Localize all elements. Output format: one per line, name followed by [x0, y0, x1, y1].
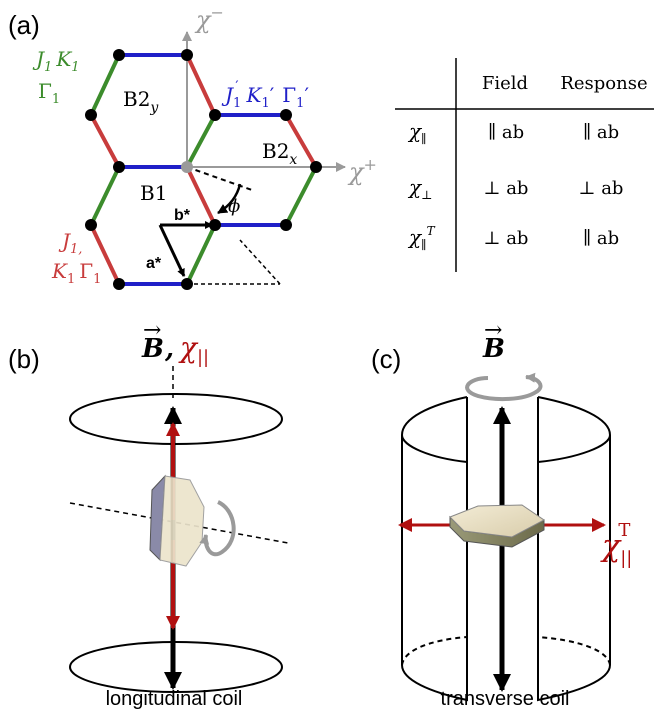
astar-label: a*	[146, 255, 162, 272]
chi-parallel-label: χ||	[178, 331, 209, 368]
green-bond	[89, 53, 121, 117]
panel-b-caption: longitudinal coil	[106, 688, 243, 710]
lattice-site	[209, 109, 221, 121]
lattice-site	[280, 219, 292, 231]
right-coil-rim-dashed	[537, 636, 611, 666]
panel-c-caption: transverse coil	[441, 688, 570, 710]
top-coil	[69, 393, 283, 445]
lattice-site	[209, 219, 221, 231]
right-coil-half	[537, 396, 611, 702]
field-arrow-glyph: →	[143, 318, 161, 343]
green-bond	[89, 165, 121, 227]
red-bond-label-2: K1 Γ1	[51, 259, 101, 287]
left-coil-rim	[401, 434, 468, 463]
panel-a-tag: (a)	[8, 10, 40, 40]
dashed-line	[186, 166, 253, 191]
lattice-site	[113, 161, 125, 173]
crystal-sample-vertical	[149, 474, 205, 567]
lattice-site	[113, 278, 125, 290]
lattice-sites	[85, 49, 322, 290]
green-bond	[185, 113, 217, 169]
table-cell: ⊥ ab	[579, 178, 624, 199]
chi-minus-label: χ−	[194, 3, 224, 34]
crystal-face	[159, 475, 205, 567]
green-bond-label-2: Γ1	[38, 79, 60, 107]
panel-b-tag: (b)	[8, 344, 40, 374]
honeycomb-lattice	[89, 53, 318, 286]
dashed-line	[239, 239, 281, 285]
table-cell: ⊥ ab	[484, 178, 529, 199]
crystal-face	[449, 504, 545, 538]
lattice-site	[113, 49, 125, 61]
bstar-label: b*	[174, 207, 191, 224]
field-label: B	[482, 334, 505, 364]
lattice-site	[85, 109, 97, 121]
field-label-b: → B, χ||	[141, 318, 209, 368]
right-coil-rim	[537, 434, 611, 463]
red-bond-label-1: J1,	[58, 229, 82, 257]
b1-label: B1	[140, 181, 167, 205]
rotation-arrow	[465, 372, 543, 402]
left-coil-half	[401, 396, 468, 702]
lattice-site	[181, 49, 193, 61]
table-row-label: χ⊥	[407, 175, 432, 202]
crystal-sample-horizontal	[449, 504, 545, 548]
red-bond	[185, 53, 217, 117]
panel-c-tag: (c)	[371, 344, 401, 374]
field-label: B,	[141, 334, 174, 364]
table-row-label: χ∥	[407, 119, 427, 146]
phi-label: ϕ	[228, 196, 240, 217]
lattice-site	[310, 161, 322, 173]
green-bond	[284, 165, 318, 227]
chi-transverse-label: χ||T	[600, 520, 632, 569]
b2y-label: B2y	[123, 87, 159, 116]
chi-plus-label: χ+	[347, 155, 377, 186]
lattice-site	[181, 278, 193, 290]
susceptibility-table: Field Response χ∥ ∥ ab ∥ ab χ⊥ ⊥ ab ⊥ ab…	[395, 58, 654, 272]
lattice-site-origin	[181, 161, 193, 173]
table-cell: ∥ ab	[488, 122, 524, 143]
table-cell: ⊥ ab	[484, 228, 529, 249]
astar-arrow	[158, 224, 186, 277]
lattice-site	[280, 109, 292, 121]
lattice-site	[85, 219, 97, 231]
rotation-arrow	[199, 500, 236, 557]
left-coil-rim-dashed	[401, 636, 468, 666]
blue-bond-label: J1′ K1′ Γ1′	[221, 79, 309, 111]
red-bond	[284, 113, 318, 169]
red-bond	[89, 223, 121, 286]
b2x-label: B2x	[262, 139, 297, 168]
table-cell: ∥ ab	[583, 228, 619, 249]
red-bond	[185, 165, 217, 227]
table-header-field: Field	[482, 73, 528, 94]
red-bond	[89, 113, 121, 169]
transverse-coil	[401, 396, 611, 702]
table-row-label: χ∥T	[407, 224, 436, 252]
field-arrow-glyph: →	[484, 318, 502, 343]
green-bond	[185, 223, 217, 286]
phi-arc	[217, 183, 242, 215]
green-bond-label-1: J1 K1	[32, 47, 80, 75]
table-cell: ∥ ab	[583, 122, 619, 143]
table-header-response: Response	[560, 73, 647, 94]
bottom-coil	[69, 641, 283, 693]
